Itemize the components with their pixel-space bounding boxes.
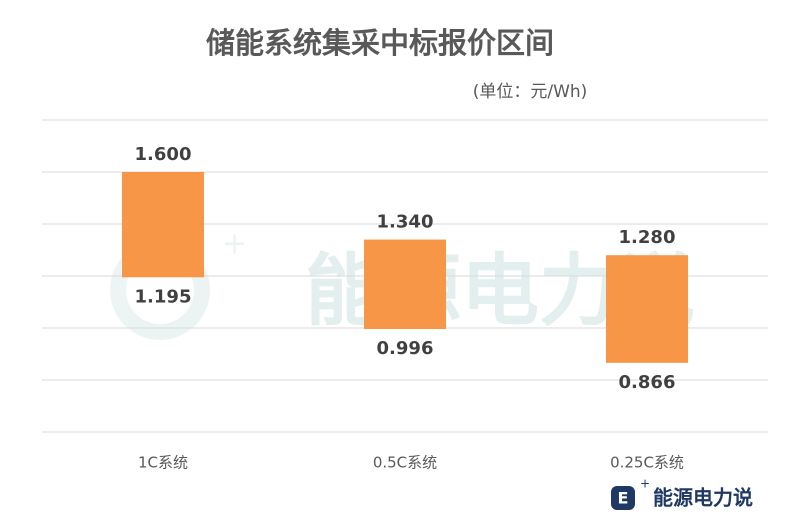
x-tick-label: 0.25C系统	[610, 454, 684, 472]
value-label: 0.866	[619, 372, 676, 393]
svg-text:+: +	[222, 227, 247, 262]
svg-text:+: +	[640, 477, 650, 491]
bar	[122, 172, 204, 278]
value-label: 1.195	[135, 286, 192, 307]
svg-text:E: E	[618, 489, 629, 508]
corner-logo: E +	[611, 477, 650, 510]
x-tick-label: 1C系统	[138, 454, 188, 472]
subtitle: (单位：元/Wh)	[473, 82, 588, 102]
bar	[364, 239, 446, 330]
value-label: 1.340	[377, 212, 434, 233]
chart-title: 储能系统集采中标报价区间	[206, 26, 554, 60]
value-label: 0.996	[377, 338, 434, 359]
x-tick-label: 0.5C系统	[373, 454, 437, 472]
logo-text: 能源电力说	[653, 486, 753, 510]
value-label: 1.600	[135, 144, 192, 165]
bar	[606, 255, 688, 363]
value-label: 1.280	[619, 227, 676, 248]
